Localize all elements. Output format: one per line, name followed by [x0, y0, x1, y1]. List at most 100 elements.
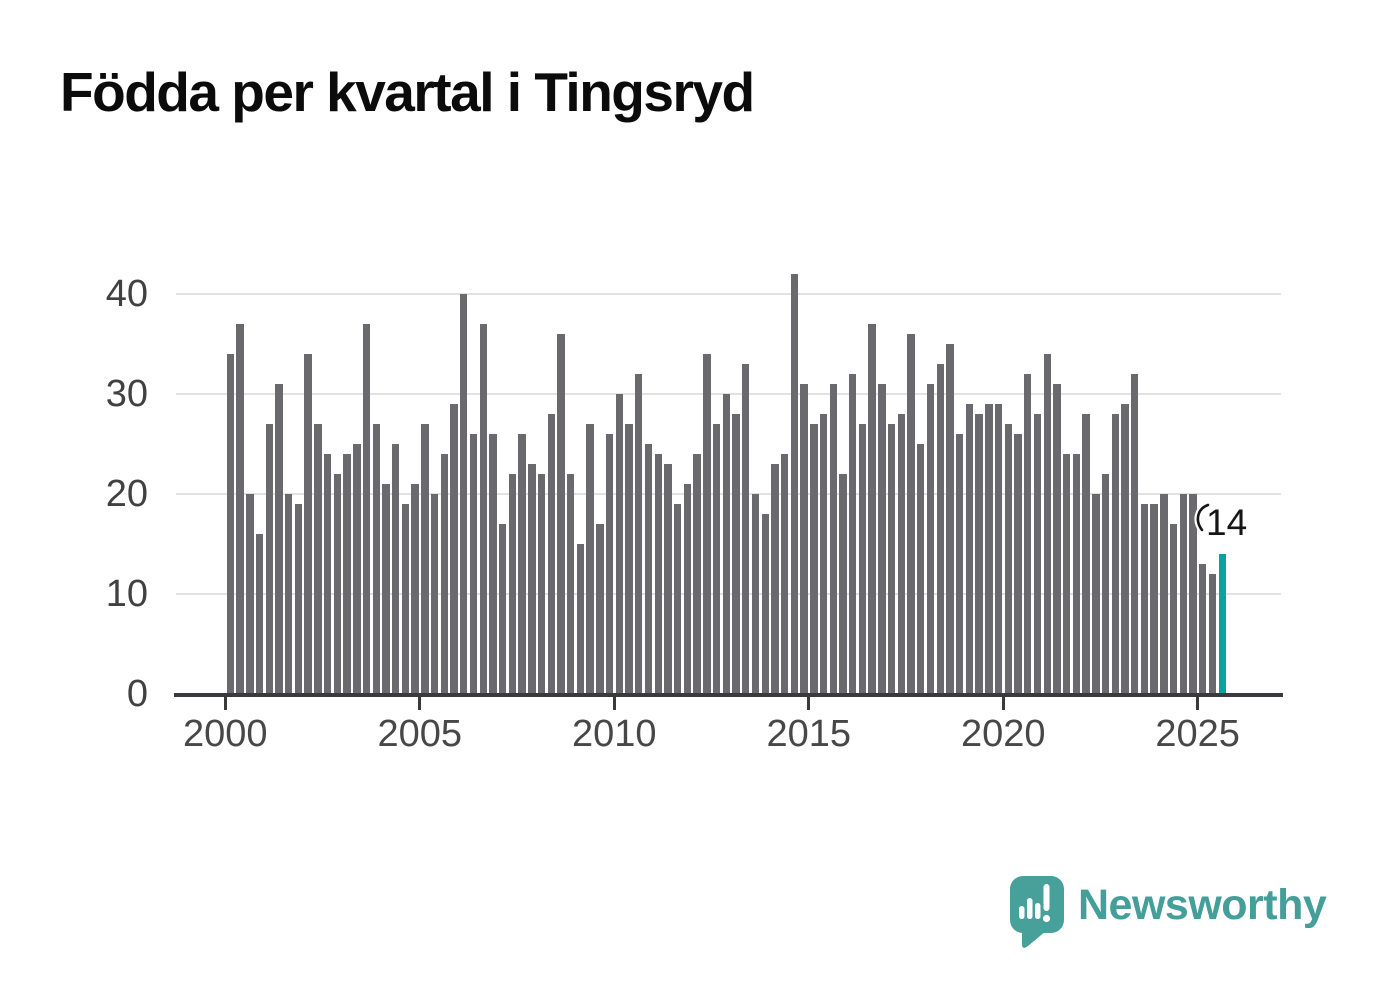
bar-2012Q1	[693, 454, 701, 694]
bar-2012Q3	[712, 424, 721, 694]
bar-2005Q4	[450, 404, 458, 694]
bar-2019Q4	[994, 404, 1003, 694]
bar-2016Q2	[858, 424, 867, 694]
bar-2019Q3	[985, 404, 993, 694]
bar-2020Q2	[1014, 434, 1022, 694]
bar-2024Q3	[1179, 494, 1188, 694]
gridline-40	[176, 293, 1281, 295]
x-tick-2005	[418, 696, 422, 710]
bar-2013Q1	[732, 414, 740, 694]
bar-2019Q1	[965, 404, 974, 694]
bar-2007Q4	[528, 464, 536, 694]
bar-2023Q4	[1150, 504, 1158, 694]
bar-2023Q3	[1140, 504, 1149, 694]
bar-2018Q3	[946, 344, 954, 694]
bar-2006Q4	[489, 434, 497, 694]
x-tick-2015	[807, 696, 811, 710]
bar-2000Q3	[246, 494, 254, 694]
bar-2022Q3	[1101, 474, 1110, 694]
bar-2007Q1	[498, 524, 507, 694]
bar-2017Q4	[917, 444, 925, 694]
bar-2000Q1	[226, 354, 235, 694]
bar-2020Q3	[1024, 374, 1032, 694]
x-label-2020: 2020	[960, 713, 1046, 755]
bar-2020Q4	[1033, 414, 1042, 694]
bar-2024Q2	[1169, 524, 1178, 694]
x-label-2015: 2015	[766, 713, 851, 755]
newsworthy-logo-text: Newsworthy	[1078, 881, 1327, 929]
bar-2018Q1	[926, 384, 935, 694]
bar-2025Q2	[1208, 574, 1217, 694]
bar-2013Q3	[751, 494, 760, 694]
bar-2015Q2	[819, 414, 828, 694]
bar-2001Q4	[294, 504, 303, 694]
bar-2014Q4	[800, 384, 808, 694]
bar-2025Q3	[1218, 554, 1226, 694]
last-value-label: 14	[1206, 502, 1248, 543]
x-label-2010: 2010	[571, 713, 657, 755]
bar-2011Q3	[674, 504, 682, 694]
bar-2025Q1	[1199, 564, 1207, 694]
bar-2006Q1	[460, 294, 468, 694]
bar-2022Q4	[1111, 414, 1119, 694]
bar-2003Q3	[362, 324, 371, 694]
x-tick-2000	[223, 696, 227, 710]
newsworthy-logo: Newsworthy	[1010, 876, 1330, 956]
y-label-0: 0	[126, 673, 148, 715]
x-label-2025: 2025	[1155, 713, 1240, 755]
bar-2009Q1	[576, 544, 585, 694]
bar-2014Q2	[780, 454, 789, 694]
bar-2013Q4	[761, 514, 769, 694]
y-label-30: 30	[105, 373, 148, 415]
bar-2004Q4	[411, 484, 419, 694]
annotation-leader-curve	[1194, 501, 1212, 534]
bar-2018Q2	[936, 364, 944, 694]
bar-2017Q3	[907, 334, 915, 694]
bar-2020Q1	[1004, 424, 1012, 694]
bar-2008Q1	[537, 474, 546, 694]
bar-2001Q3	[285, 494, 293, 694]
x-tick-2010	[612, 696, 616, 710]
bar-2012Q2	[703, 354, 711, 694]
bar-2007Q2	[508, 474, 517, 694]
bar-2021Q1	[1043, 354, 1051, 694]
bar-2014Q3	[790, 274, 799, 694]
bar-2002Q2	[314, 424, 322, 694]
bar-2011Q2	[664, 464, 672, 694]
x-tick-2025	[1196, 696, 1200, 710]
bar-2009Q2	[586, 424, 594, 694]
bar-2001Q1	[265, 424, 273, 694]
bar-2005Q1	[421, 424, 429, 694]
bar-2016Q4	[878, 384, 886, 694]
x-label-2005: 2005	[377, 713, 463, 755]
bar-2023Q2	[1131, 374, 1139, 694]
bar-2017Q1	[887, 424, 896, 694]
bar-2002Q4	[333, 474, 342, 694]
bar-2024Q4	[1189, 494, 1197, 694]
bar-2004Q2	[392, 444, 400, 694]
bar-2004Q1	[382, 484, 390, 694]
bar-2023Q1	[1121, 404, 1129, 694]
bar-2003Q1	[343, 454, 351, 694]
bar-2004Q3	[401, 504, 410, 694]
bar-2021Q3	[1062, 454, 1071, 694]
bar-2003Q4	[372, 424, 380, 694]
bar-2010Q2	[625, 424, 633, 694]
bar-2018Q4	[956, 434, 964, 694]
bar-2001Q2	[275, 384, 283, 694]
bar-2006Q3	[479, 324, 487, 694]
bar-2010Q3	[635, 374, 643, 694]
bar-2015Q1	[810, 424, 818, 694]
bar-2021Q4	[1072, 454, 1081, 694]
bar-2007Q3	[518, 434, 526, 694]
y-label-10: 10	[105, 573, 148, 615]
bar-2002Q3	[323, 454, 332, 694]
x-axis-line	[174, 693, 1283, 697]
bar-2008Q4	[567, 474, 575, 694]
bar-2015Q3	[829, 384, 837, 694]
bar-2015Q4	[839, 474, 847, 694]
x-label-2000: 2000	[183, 713, 268, 755]
bar-2016Q1	[849, 374, 857, 694]
bar-2009Q4	[605, 434, 614, 694]
